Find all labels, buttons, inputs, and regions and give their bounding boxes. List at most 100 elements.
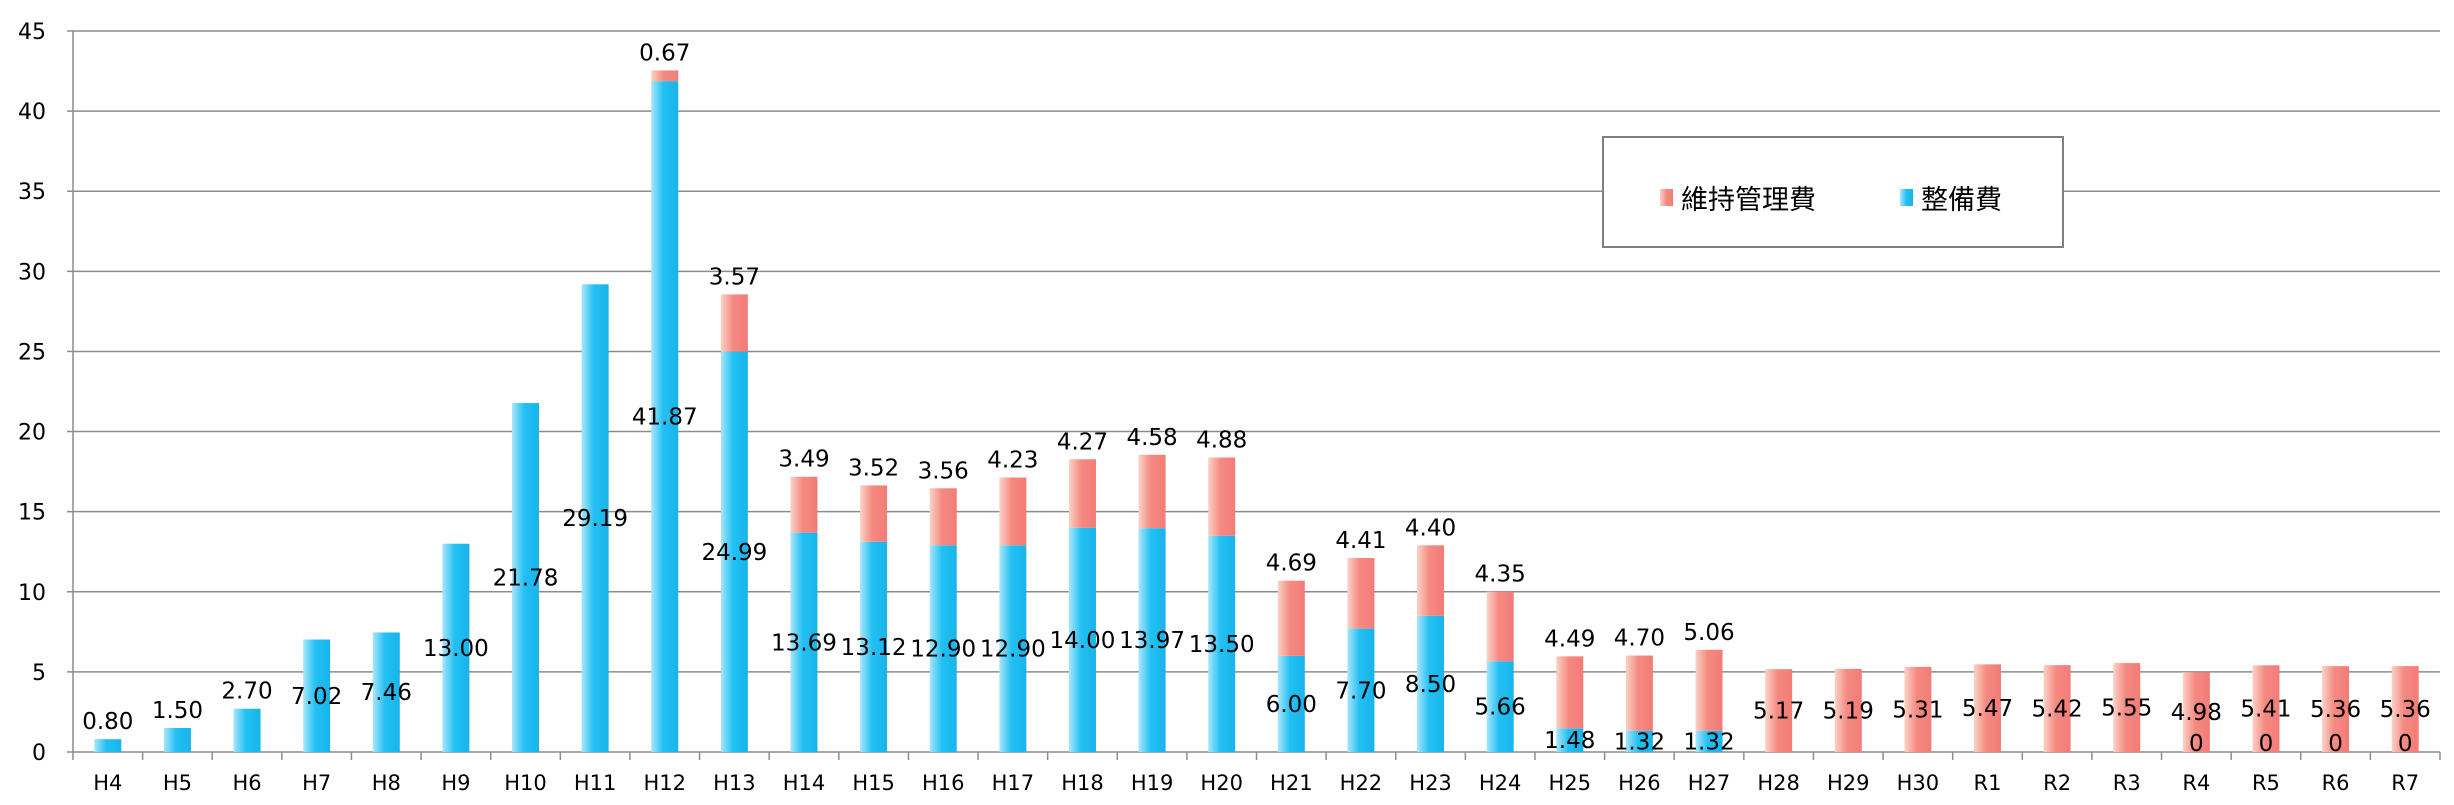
x-tick-label: H7 (302, 771, 331, 795)
x-tick-label: H5 (163, 771, 192, 795)
bar-development (94, 739, 122, 752)
bar-development (1138, 528, 1166, 752)
bar-development (1208, 535, 1236, 752)
x-tick-label: H11 (574, 771, 617, 795)
bar-maintenance (2322, 666, 2350, 752)
x-tick-label: H30 (1897, 771, 1940, 795)
data-label-maintenance: 4.70 (1614, 626, 1665, 652)
gridlines (73, 30, 2440, 673)
bar-maintenance (2043, 665, 2071, 752)
x-tick-label: H17 (992, 771, 1035, 795)
data-label-development: 29.19 (562, 506, 628, 532)
bar-development (1625, 730, 1653, 752)
y-tick-label: 35 (18, 180, 46, 205)
legend-label-development: 整備費 (1921, 185, 2002, 216)
x-tick-label: H4 (93, 771, 122, 795)
bar-development (651, 81, 679, 753)
data-labels: 0.80 1.50 2.70 7.02 7.46 13.00 21.78 29.19 41.87… (82, 40, 2431, 757)
data-label-maintenance: 5.47 (1962, 696, 2013, 722)
y-tick-label: 10 (18, 581, 46, 606)
x-tick-label: H22 (1340, 771, 1383, 795)
bar-development (1695, 730, 1723, 752)
data-label-maintenance: 4.23 (987, 448, 1038, 474)
bar-maintenance (1138, 454, 1166, 529)
bar-development (303, 639, 331, 752)
x-tick-label: R5 (2252, 771, 2280, 795)
data-label-development: 13.12 (841, 635, 907, 661)
data-label-maintenance: 4.49 (1544, 626, 1595, 652)
bar-development (233, 708, 261, 752)
data-label-development: 13.97 (1119, 628, 1185, 654)
data-label-maintenance: 4.27 (1057, 429, 1108, 455)
legend-item-maintenance: 維持管理費 (1660, 178, 1816, 217)
data-label-development: 12.90 (910, 637, 976, 663)
bar-maintenance (1973, 664, 2001, 752)
bar-maintenance (1904, 666, 1932, 752)
x-tick-label: H10 (504, 771, 547, 795)
data-label-development: 21.78 (493, 566, 559, 592)
y-tick-label: 40 (18, 100, 46, 125)
bar-maintenance (1765, 669, 1793, 752)
x-tick-label: H28 (1757, 771, 1800, 795)
x-tick-label: R1 (1974, 771, 2002, 795)
data-label-maintenance: 4.88 (1196, 428, 1247, 454)
data-label-maintenance: 4.58 (1126, 425, 1177, 451)
x-tick-label: H15 (852, 771, 895, 795)
bar-development (1347, 628, 1375, 752)
data-label-development: 1.32 (1683, 729, 1734, 755)
x-tick-label: H6 (232, 771, 261, 795)
data-label-maintenance: 5.06 (1683, 620, 1734, 646)
x-tick-label: R2 (2043, 771, 2071, 795)
data-label-development: 12.90 (980, 637, 1046, 663)
data-label-maintenance: 5.41 (2240, 697, 2291, 723)
bar-maintenance (1556, 656, 1584, 729)
data-label-maintenance: 0.67 (639, 40, 690, 66)
bar-maintenance (651, 70, 679, 82)
data-label-maintenance: 4.69 (1266, 551, 1317, 577)
data-label-development: 2.70 (221, 679, 272, 705)
data-label-development: 1.32 (1614, 729, 1665, 755)
data-label-development: 1.50 (152, 698, 203, 724)
data-label-maintenance: 3.56 (918, 458, 969, 484)
data-label-development: 14.00 (1050, 628, 1116, 654)
bar-maintenance (2113, 663, 2141, 752)
x-tick-label: H18 (1061, 771, 1104, 795)
x-tick-label: H8 (372, 771, 401, 795)
data-label-development: 7.70 (1335, 678, 1386, 704)
bar-development (860, 541, 888, 752)
bar-development (163, 727, 191, 752)
data-label-development: 13.00 (423, 636, 489, 662)
bar-development (1486, 661, 1514, 752)
x-tick-label: H29 (1827, 771, 1870, 795)
bar-maintenance (1068, 459, 1096, 528)
bar-development (512, 403, 540, 752)
data-label-development: 5.66 (1475, 695, 1526, 721)
x-tick-label: H27 (1688, 771, 1731, 795)
data-label-maintenance: 5.55 (2101, 696, 2152, 722)
bars (94, 70, 2419, 753)
bar-maintenance (1486, 591, 1514, 662)
legend: 維持管理費 整備費 (1602, 136, 2064, 248)
x-tick-label: H26 (1618, 771, 1661, 795)
data-label-development: 6.00 (1266, 692, 1317, 718)
bar-development (581, 284, 609, 752)
data-label-maintenance: 3.52 (848, 455, 899, 481)
bar-development (1277, 655, 1305, 752)
y-tick-label: 0 (32, 741, 46, 766)
data-label-maintenance: 5.42 (2031, 697, 2082, 723)
x-tick-label: H21 (1270, 771, 1313, 795)
bar-maintenance (2182, 672, 2210, 752)
x-tick-label: R6 (2322, 771, 2350, 795)
bar-development (790, 532, 818, 752)
axes: 0 5 10 15 20 25 30 35 40 45 H4 H5 H6 H7 H8 H9 H10 H11 H12 H… (18, 20, 2441, 795)
bar-maintenance (720, 294, 748, 352)
data-label-development: 41.87 (632, 405, 698, 431)
bar-development (929, 545, 957, 752)
y-tick-label: 25 (18, 340, 46, 365)
data-label-maintenance: 5.36 (2380, 697, 2431, 723)
x-tick-label: R4 (2182, 771, 2210, 795)
bar-maintenance (929, 488, 957, 546)
data-label-development: 13.50 (1189, 632, 1255, 658)
bar-development (720, 351, 748, 752)
